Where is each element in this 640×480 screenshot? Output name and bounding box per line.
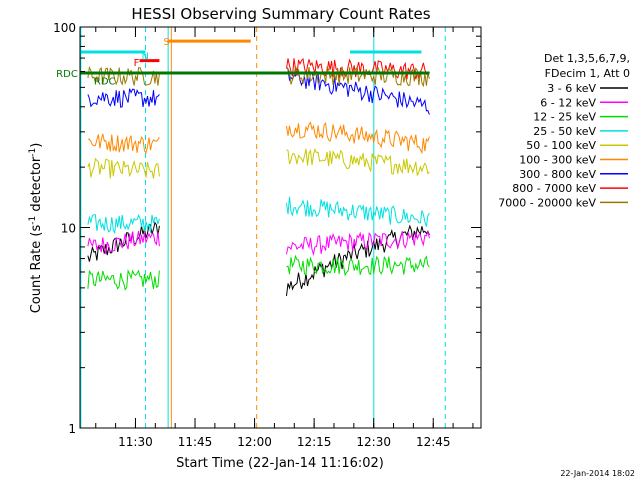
series-line-2-seg-0 bbox=[87, 268, 160, 291]
legend-header-line-2: FDecim 1, Att 0 bbox=[545, 67, 630, 80]
series-lines bbox=[87, 57, 430, 297]
series-line-1-seg-1 bbox=[286, 229, 430, 257]
series-line-6-seg-0 bbox=[87, 88, 160, 108]
series-line-5-seg-1 bbox=[286, 121, 430, 155]
y-axis-label-sup1: -1 bbox=[28, 216, 38, 225]
x-axis-label: Start Time (22-Jan-14 11:16:02) bbox=[176, 456, 384, 471]
legend-header-line-1: Det 1,3,5,6,7,9, bbox=[544, 52, 630, 65]
legend-label-3: 25 - 50 keV bbox=[533, 125, 596, 138]
y-axis-label-sup2: -1 bbox=[28, 148, 38, 157]
series-line-3-seg-0 bbox=[87, 214, 160, 234]
x-tick-label-2: 12:00 bbox=[237, 435, 272, 449]
flag-label-2: F bbox=[134, 58, 140, 69]
x-tick-label-4: 12:30 bbox=[356, 435, 391, 449]
flag-label-5: RDC bbox=[94, 77, 116, 88]
legend-label-4: 50 - 100 keV bbox=[526, 139, 596, 152]
legend-label-1: 6 - 12 keV bbox=[540, 96, 596, 109]
timestamp: 22-Jan-2014 18:02 bbox=[560, 469, 635, 478]
plot-frame bbox=[79, 26, 482, 429]
series-line-0-seg-0 bbox=[87, 221, 160, 262]
x-tick-label-3: 12:15 bbox=[297, 435, 332, 449]
y-tick-label-0: 1 bbox=[68, 422, 76, 436]
series-line-4-seg-0 bbox=[87, 157, 160, 179]
y-tick-label-2: 100 bbox=[53, 21, 76, 35]
flag-label-3: S bbox=[163, 37, 169, 48]
legend-label-0: 3 - 6 keV bbox=[547, 82, 596, 95]
flag-label-0: N bbox=[142, 52, 149, 63]
series-line-0-seg-1 bbox=[286, 224, 430, 297]
x-tick-label-1: 11:45 bbox=[178, 435, 213, 449]
y-axis-label: Count Rate (s-1 detector-1) bbox=[28, 143, 44, 314]
legend-label-2: 12 - 25 keV bbox=[533, 111, 596, 124]
legend-label-5: 100 - 300 keV bbox=[519, 154, 596, 167]
series-line-2-seg-1 bbox=[286, 254, 430, 277]
y-axis-label-mid: detector bbox=[29, 156, 44, 216]
series-line-7-seg-0 bbox=[286, 57, 430, 80]
legend-label-6: 300 - 800 keV bbox=[519, 168, 596, 181]
y-axis-ticks: 1 10 100 bbox=[53, 21, 481, 436]
flag-label-4: RDC bbox=[56, 69, 78, 80]
legend-label-8: 7000 - 20000 keV bbox=[498, 196, 596, 209]
chart-title: HESSI Observing Summary Count Rates bbox=[131, 5, 430, 23]
legend-label-7: 800 - 7000 keV bbox=[512, 182, 596, 195]
legend: Det 1,3,5,6,7,9, FDecim 1, Att 0 3 - 6 k… bbox=[498, 52, 630, 209]
x-axis-ticks: 11:30 11:45 12:00 12:15 12:30 12:45 bbox=[95, 27, 474, 449]
series-line-1-seg-0 bbox=[87, 230, 160, 255]
series-line-8-seg-0 bbox=[87, 65, 160, 86]
y-axis-label-end: ) bbox=[29, 143, 44, 148]
vertical-markers bbox=[80, 27, 446, 428]
flag-lines bbox=[80, 39, 430, 75]
x-tick-label-5: 12:45 bbox=[416, 435, 451, 449]
y-axis-label-main: Count Rate (s bbox=[29, 225, 44, 314]
series-line-5-seg-0 bbox=[87, 133, 160, 154]
y-tick-label-1: 10 bbox=[61, 222, 76, 236]
x-tick-label-0: 11:30 bbox=[118, 435, 153, 449]
series-line-4-seg-1 bbox=[286, 147, 430, 176]
series-line-3-seg-1 bbox=[286, 196, 430, 227]
